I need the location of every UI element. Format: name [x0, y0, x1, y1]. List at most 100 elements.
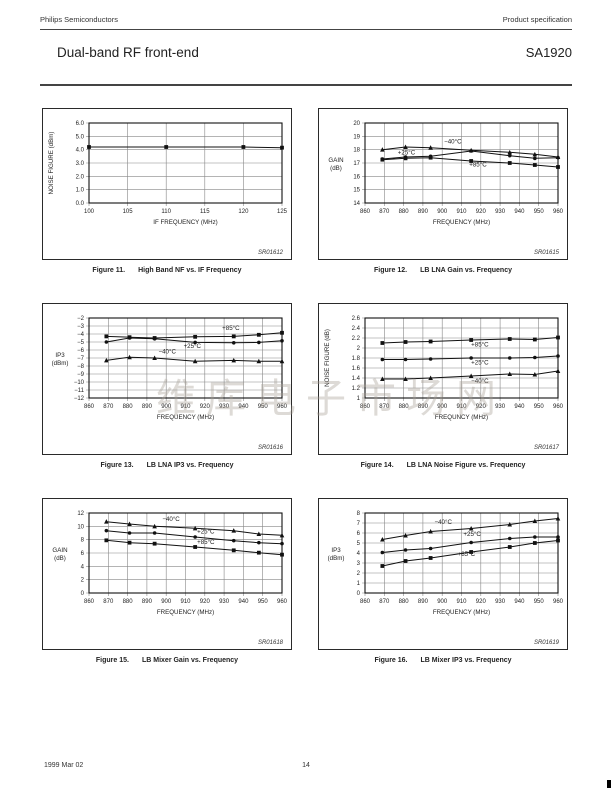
svg-text:+85°C: +85°C	[222, 325, 240, 332]
svg-text:880: 880	[399, 209, 410, 215]
figure-15-chart: 860 870 880 890 900 910 920 930 940 950 960 0 2 4 6 8 10…	[52, 511, 288, 616]
figure-16-chart: 860 870 880 890 900 910 920 930 940 950 960 0 1 2 3 4 5 6…	[328, 511, 564, 616]
svg-text:890: 890	[142, 599, 153, 605]
figure-14-code: SR01617	[533, 445, 559, 451]
corner-print-mark	[607, 780, 611, 788]
title-row: Dual-band RF front-end SA1920	[40, 45, 572, 60]
figure-14: 860 870 880 890 900 910 920 930 940 950 960 1 1.2 1.4…	[318, 303, 568, 469]
footer-date: 1999 Mar 02	[44, 762, 84, 769]
figure-15: 860 870 880 890 900 910 920 930 940 950 960 0 2 4 6 8 10…	[42, 498, 292, 664]
svg-text:1.2: 1.2	[352, 386, 361, 392]
svg-text:115: 115	[200, 209, 210, 215]
figure-16-code: SR01619	[533, 640, 559, 646]
svg-text:−40°C: −40°C	[162, 516, 180, 523]
svg-text:4.0: 4.0	[76, 148, 85, 154]
figure-13-title: LB LNA IP3 vs. Frequency	[146, 462, 234, 469]
svg-text:−2: −2	[77, 316, 85, 322]
svg-text:GAIN: GAIN	[328, 157, 343, 164]
svg-text:890: 890	[142, 404, 153, 410]
header-doc-type: Product specification	[502, 15, 572, 24]
svg-text:890: 890	[418, 599, 429, 605]
figure-14-number: Figure 14.	[360, 462, 394, 469]
svg-text:6: 6	[81, 551, 85, 557]
svg-text:15: 15	[353, 188, 360, 194]
svg-text:100: 100	[84, 209, 95, 215]
figure-16-box: 860 870 880 890 900 910 920 930 940 950 960 0 1 2 3 4 5 6…	[318, 498, 568, 650]
figure-13-number: Figure 13.	[100, 462, 134, 469]
svg-text:2: 2	[81, 578, 85, 584]
svg-text:FREQUENCY (MHz): FREQUENCY (MHz)	[157, 609, 214, 616]
svg-text:860: 860	[84, 404, 95, 410]
svg-text:1: 1	[357, 581, 361, 587]
svg-text:920: 920	[476, 404, 487, 410]
svg-text:−6: −6	[77, 348, 85, 354]
svg-text:920: 920	[200, 404, 211, 410]
svg-text:900: 900	[437, 599, 448, 605]
svg-text:−40°C: −40°C	[158, 349, 176, 356]
svg-text:14: 14	[353, 201, 360, 207]
svg-text:18: 18	[353, 148, 360, 154]
svg-text:6: 6	[357, 531, 361, 537]
svg-text:930: 930	[495, 209, 506, 215]
svg-text:4: 4	[357, 551, 361, 557]
svg-text:900: 900	[437, 404, 448, 410]
figure-16-caption: Figure 16. LB Mixer IP3 vs. Frequency	[318, 657, 568, 664]
svg-text:IP3: IP3	[55, 352, 65, 359]
svg-text:6.0: 6.0	[76, 121, 85, 127]
figure-11-title: High Band NF vs. IF Frequency	[138, 267, 242, 274]
svg-text:−40°C: −40°C	[434, 519, 452, 526]
svg-text:8: 8	[81, 538, 85, 544]
svg-text:0.0: 0.0	[76, 201, 85, 207]
svg-text:10: 10	[77, 524, 84, 530]
figure-13-caption: Figure 13. LB LNA IP3 vs. Frequency	[42, 462, 292, 469]
header-rule	[40, 29, 572, 30]
svg-text:1.4: 1.4	[352, 376, 361, 382]
svg-text:870: 870	[379, 209, 390, 215]
svg-text:880: 880	[123, 404, 134, 410]
figure-16-number: Figure 16.	[374, 657, 408, 664]
figure-11-code: SR01612	[257, 250, 283, 256]
figure-12-code: SR01615	[533, 250, 559, 256]
figure-15-number: Figure 15.	[95, 657, 129, 664]
svg-text:940: 940	[514, 404, 525, 410]
svg-text:960: 960	[277, 599, 288, 605]
svg-text:3.0: 3.0	[76, 161, 85, 167]
svg-text:1.6: 1.6	[352, 366, 361, 372]
figure-12-number: Figure 12.	[373, 267, 408, 274]
svg-text:+25°C: +25°C	[197, 529, 215, 536]
svg-text:1.8: 1.8	[352, 356, 361, 362]
page-title: Dual-band RF front-end	[57, 45, 199, 60]
figure-14-box: 860 870 880 890 900 910 920 930 940 950 960 1 1.2 1.4…	[318, 303, 568, 455]
svg-text:+25°C: +25°C	[463, 531, 481, 538]
svg-text:2.6: 2.6	[352, 316, 361, 322]
figure-13-chart: 860 870 880 890 900 910 920 930 940 950 960 −12 −11 −…	[52, 316, 288, 421]
svg-text:105: 105	[123, 209, 134, 215]
svg-text:920: 920	[200, 599, 211, 605]
figure-14-caption: Figure 14. LB LNA Noise Figure vs. Freque…	[318, 462, 568, 469]
svg-text:880: 880	[123, 599, 134, 605]
svg-text:2.2: 2.2	[352, 336, 361, 342]
svg-text:960: 960	[553, 404, 564, 410]
svg-text:−40°C: −40°C	[444, 139, 462, 146]
svg-text:910: 910	[180, 599, 191, 605]
figure-12-caption: Figure 12. LB LNA Gain vs. Frequency	[318, 267, 568, 274]
svg-text:IP3: IP3	[331, 547, 341, 554]
svg-text:12: 12	[77, 511, 84, 517]
figure-13-code: SR01616	[257, 445, 283, 451]
figure-15-box: 860 870 880 890 900 910 920 930 940 950 960 0 2 4 6 8 10…	[42, 498, 292, 650]
svg-text:+85°C: +85°C	[458, 551, 476, 558]
svg-text:870: 870	[379, 404, 390, 410]
svg-text:(dB): (dB)	[330, 165, 342, 172]
header-company: Philips Semiconductors	[40, 15, 118, 24]
svg-text:−3: −3	[77, 324, 85, 330]
svg-text:950: 950	[258, 599, 269, 605]
figure-15-caption: Figure 15. LB Mixer Gain vs. Frequency	[42, 657, 292, 664]
svg-text:0: 0	[81, 591, 85, 597]
part-number: SA1920	[525, 45, 572, 60]
svg-text:860: 860	[84, 599, 95, 605]
svg-text:+85°C: +85°C	[197, 539, 215, 546]
svg-text:1.0: 1.0	[76, 188, 85, 194]
svg-text:860: 860	[360, 599, 371, 605]
figure-16-title: LB Mixer IP3 vs. Frequency	[420, 657, 512, 664]
